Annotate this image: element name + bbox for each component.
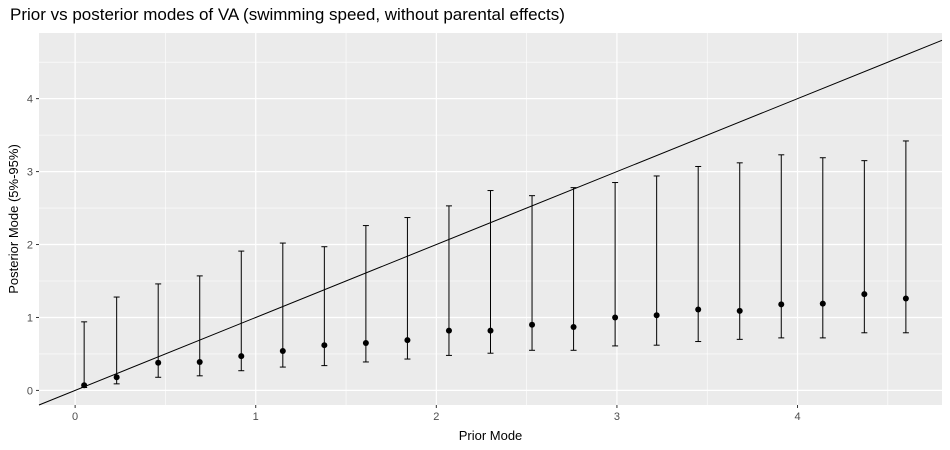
data-point	[445, 327, 452, 334]
data-point	[81, 382, 88, 389]
data-point	[861, 291, 868, 298]
y-tick-label: 1	[27, 312, 33, 324]
error-bar	[362, 225, 369, 363]
data-point	[778, 301, 785, 308]
data-point	[612, 314, 619, 321]
data-point	[321, 342, 328, 349]
data-point	[238, 353, 245, 360]
data-point	[653, 312, 660, 319]
data-point	[819, 300, 826, 307]
data-point	[529, 321, 536, 328]
x-tick-label: 2	[433, 411, 439, 423]
error-bar	[487, 190, 494, 354]
x-axis: 0 1 2 3 4	[72, 405, 801, 423]
y-axis-title: Posterior Mode (5%-95%)	[6, 144, 21, 294]
x-axis-title: Prior Mode	[459, 428, 523, 443]
error-bar	[861, 160, 868, 334]
error-bar	[819, 157, 826, 339]
error-bars	[81, 140, 909, 388]
data-point	[362, 340, 369, 346]
data-point	[487, 327, 494, 334]
x-tick-label: 0	[72, 411, 78, 423]
error-bar	[279, 242, 286, 368]
data-point	[279, 348, 286, 355]
major-gridlines	[39, 33, 942, 405]
y-tick-label: 0	[27, 385, 33, 397]
error-bar	[113, 296, 120, 385]
data-point	[902, 295, 909, 302]
data-point	[695, 306, 702, 313]
data-point	[404, 337, 411, 344]
error-bar	[778, 154, 785, 339]
x-tick-label: 4	[794, 411, 800, 423]
y-tick-label: 4	[27, 94, 33, 106]
error-bar	[238, 250, 245, 372]
y-tick-label: 3	[27, 167, 33, 179]
data-point	[113, 374, 120, 381]
x-tick-label: 3	[614, 411, 620, 423]
y-axis: 0 1 2 3 4	[27, 94, 39, 397]
error-bar	[404, 217, 411, 360]
data-point	[196, 358, 203, 365]
error-bar	[570, 187, 577, 351]
x-tick-label: 1	[253, 411, 259, 423]
y-tick-label: 2	[27, 240, 33, 252]
data-point	[736, 307, 743, 314]
chart-title: Prior vs posterior modes of VA (swimming…	[10, 5, 565, 24]
data-point	[570, 323, 577, 330]
data-points	[81, 291, 909, 389]
data-point	[155, 359, 162, 366]
